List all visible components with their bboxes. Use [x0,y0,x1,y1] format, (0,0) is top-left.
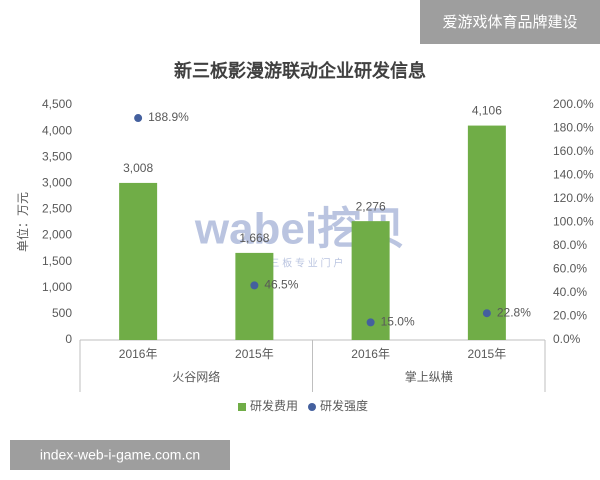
y-tick-label: 500 [52,306,72,320]
y-tick-label: 0 [65,332,72,346]
legend-swatch [308,403,316,411]
data-label: 188.9% [148,110,189,124]
y2-tick-label: 140.0% [553,168,594,182]
bar [235,252,274,340]
banner: 爱游戏体育品牌建设 [442,14,577,31]
group-label: 掌上纵横 [405,370,453,384]
legend-swatch [238,403,246,411]
watermark-tagline: 新 三 板 专 业 门 户 [257,257,344,270]
y2-tick-label: 160.0% [553,144,594,158]
bar [467,125,506,340]
banner-box [420,0,600,44]
y2-tick-label: 20.0% [553,309,587,323]
data-label: 4,106 [472,104,502,118]
x-tick-label: 2016年 [119,347,158,361]
footer: index-web-i-game.com.cn [40,447,200,463]
y2-tick-label: 200.0% [553,97,594,111]
y-tick-label: 4,500 [42,97,72,111]
footer-box [10,440,230,470]
y-tick-label: 1,000 [42,280,72,294]
y2-tick-label: 180.0% [553,121,594,135]
data-label: 3,008 [123,161,153,175]
bar [119,182,158,340]
y2-tick-label: 80.0% [553,238,587,252]
group-label: 火谷网络 [172,369,220,384]
chart-title: 新三板影漫游联动企业研发信息 [174,60,426,81]
y2-tick-label: 40.0% [553,285,587,299]
data-label: 46.5% [264,278,298,292]
legend-label: 研发强度 [320,398,368,413]
y2-tick-label: 100.0% [553,215,594,229]
dot [250,281,259,290]
y-tick-label: 2,000 [42,228,72,242]
dot [482,309,491,318]
y2-tick-label: 120.0% [553,191,594,205]
dot [134,114,143,123]
y2-tick-label: 60.0% [553,262,587,276]
x-tick-label: 2015年 [468,347,507,361]
y2-tick-label: 0.0% [553,332,581,346]
y-tick-label: 3,000 [42,176,72,190]
y-tick-label: 1,500 [42,254,72,268]
y-axis-label: 单位：万元 [15,192,30,252]
dot [366,318,375,327]
data-label: 15.0% [381,315,415,329]
y-tick-label: 3,500 [42,149,72,163]
y-tick-label: 2,500 [42,202,72,216]
x-tick-label: 2015年 [235,347,274,361]
legend-label: 研发费用 [250,398,298,413]
data-label: 22.8% [497,305,531,319]
y-tick-label: 4,000 [42,123,72,137]
data-label: 1,668 [239,231,269,245]
x-tick-label: 2016年 [351,347,390,361]
data-label: 2,276 [356,199,386,213]
